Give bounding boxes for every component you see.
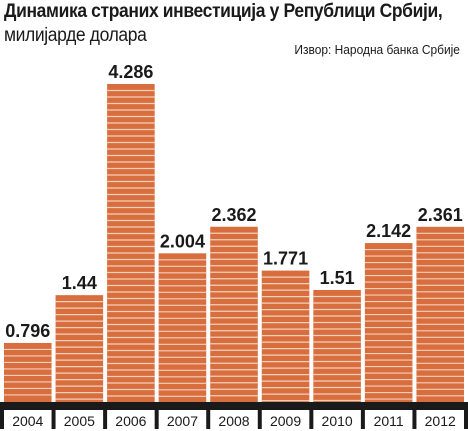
value-label-2006: 4.286: [108, 62, 153, 82]
year-tick-box: [55, 410, 104, 429]
bar-2009: [261, 270, 310, 402]
value-label-2005: 1.44: [62, 273, 97, 293]
bar-2005: [55, 295, 104, 402]
chart-title: Динамика страних инвестиција у Републици…: [4, 1, 443, 22]
year-tick-box: [4, 410, 52, 429]
value-label-2011: 2.142: [366, 221, 411, 241]
bar-2006: [107, 84, 155, 402]
value-label-2007: 2.004: [160, 231, 205, 251]
chart-subtitle: милијарде долара: [4, 25, 147, 46]
year-tick-box: [210, 410, 258, 429]
value-label-2012: 2.361: [418, 205, 463, 225]
x-tick-label-2010: 2010: [322, 413, 353, 429]
x-tick-label-2008: 2008: [218, 413, 249, 429]
value-label-2004: 0.796: [5, 321, 50, 341]
bar-2004: [4, 342, 52, 402]
value-label-2009: 1.771: [263, 249, 308, 269]
year-tick-box: [313, 410, 361, 429]
x-tick-label-2006: 2006: [115, 413, 146, 429]
bar-2008: [210, 226, 258, 402]
x-tick-label-2012: 2012: [425, 413, 456, 429]
value-label-2010: 1.51: [320, 268, 355, 288]
year-tick-box: [158, 410, 207, 429]
x-tick-label-2004: 2004: [12, 413, 43, 429]
bar-2011: [364, 243, 413, 402]
source-note: Извор: Народна банка Србије: [294, 42, 460, 57]
x-tick-label-2007: 2007: [167, 413, 198, 429]
bar-2012: [416, 226, 464, 402]
x-tick-label-2011: 2011: [374, 413, 404, 429]
value-label-2008: 2.362: [211, 205, 256, 225]
bar-2010: [313, 289, 361, 402]
year-tick-box: [107, 410, 155, 429]
year-tick-box: [416, 410, 464, 429]
x-tick-label-2009: 2009: [270, 413, 301, 429]
year-tick-box: [261, 410, 310, 429]
x-tick-label-2005: 2005: [64, 413, 95, 429]
bar-2007: [158, 253, 207, 402]
year-tick-box: [364, 410, 413, 429]
